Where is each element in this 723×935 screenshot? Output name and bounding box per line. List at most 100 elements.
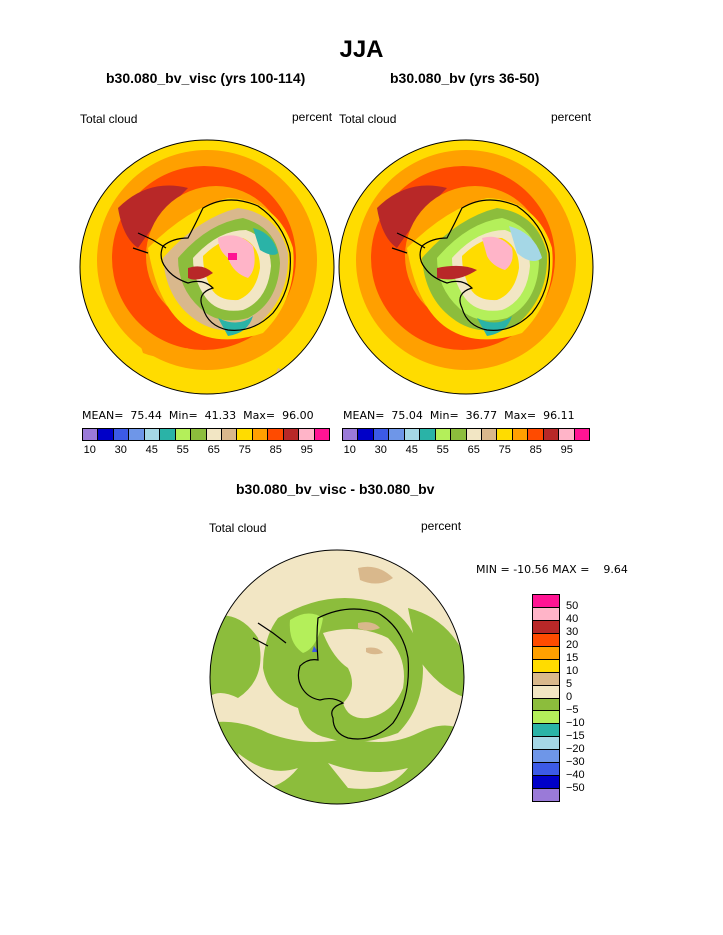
- colorbar-tick-label: 30: [114, 444, 127, 456]
- colorbar-swatch: [129, 429, 145, 440]
- colorbar-tick-label: 45: [405, 444, 418, 456]
- colorbar-swatch: [533, 646, 559, 660]
- colorbar-swatch: [435, 429, 452, 440]
- diff-var-label: Total cloud: [209, 521, 267, 535]
- colorbar-swatch: [160, 429, 176, 440]
- colorbar-swatch: [83, 429, 99, 440]
- colorbar-1: 10 30 45 55 65 75 85 95: [82, 428, 330, 460]
- colorbar-swatch: [533, 711, 559, 725]
- panel-1-units: percent: [292, 110, 333, 124]
- map-border-1: [79, 139, 335, 395]
- colorbar-swatch: [528, 429, 544, 440]
- colorbar-swatch: [533, 737, 559, 751]
- colorbar-swatch: [533, 698, 559, 712]
- map-difference: [209, 549, 465, 805]
- main-title: JJA: [339, 36, 384, 63]
- colorbar-tick-label: 30: [374, 444, 387, 456]
- colorbar-swatch: [113, 429, 130, 440]
- colorbar-swatch: [420, 429, 436, 440]
- cloud-field-2: [339, 140, 593, 394]
- colorbar-tick-label: 20: [566, 639, 579, 651]
- colorbar-swatch: [533, 724, 559, 738]
- panel-2-var-label: Total cloud: [339, 112, 397, 126]
- colorbar-tick-label: −30: [566, 756, 585, 768]
- colorbar-swatch: [358, 429, 374, 440]
- colorbar-tick-label: 30: [566, 626, 579, 638]
- colorbar-swatch: [466, 429, 482, 440]
- diff-min-max: MIN = -10.56 MAX = 9.64: [476, 563, 628, 576]
- colorbar-tick-label: 5: [566, 678, 573, 690]
- coastline-2: [391, 199, 550, 331]
- colorbar-swatch: [533, 620, 559, 634]
- colorbar-swatch: [98, 429, 114, 440]
- colorbar-tick-label: 75: [498, 444, 511, 456]
- panel-2-stats: MEAN= 75.04 Min= 36.77 Max= 96.11: [343, 409, 575, 422]
- map-border-2: [338, 139, 594, 395]
- colorbar-swatch: [237, 429, 253, 440]
- colorbar-swatch: [221, 429, 238, 440]
- colorbar-swatch: [533, 685, 559, 699]
- colorbar-swatch: [206, 429, 222, 440]
- coastline-difference: [252, 608, 410, 740]
- panel-1-stats: MEAN= 75.44 Min= 41.33 Max= 96.00: [82, 409, 314, 422]
- colorbar-swatch: [268, 429, 284, 440]
- colorbar-tick-label: −5: [566, 704, 579, 716]
- colorbar-swatch: [144, 429, 161, 440]
- colorbar-2: 10 30 45 55 65 75 85 95: [342, 428, 590, 460]
- cloud-field-1: [80, 140, 334, 394]
- colorbar-tick-label: 85: [269, 444, 282, 456]
- colorbar-swatch: [533, 776, 559, 790]
- colorbar-tick-label: 55: [176, 444, 189, 456]
- colorbar-swatch: [299, 429, 315, 440]
- colorbar-tick-label: 10: [566, 665, 579, 677]
- colorbar-tick-label: 45: [145, 444, 158, 456]
- colorbar-tick-label: −50: [566, 782, 585, 794]
- colorbar-tick-label: 50: [566, 600, 579, 612]
- colorbar-swatch: [533, 763, 559, 777]
- difference-field: [210, 550, 464, 804]
- colorbar-tick-label: −40: [566, 769, 585, 781]
- colorbar-swatch: [559, 429, 575, 440]
- map-panel-2: [338, 139, 594, 395]
- map-border-difference: [209, 549, 465, 805]
- colorbar-tick-label: 15: [566, 652, 579, 664]
- colorbar-tick-label: 95: [300, 444, 313, 456]
- colorbar-swatch: [512, 429, 529, 440]
- colorbar-swatch: [481, 429, 498, 440]
- colorbar-tick-label: 65: [207, 444, 220, 456]
- colorbar-swatch: [314, 429, 329, 440]
- colorbar-tick-label: 65: [467, 444, 480, 456]
- colorbar-swatch: [191, 429, 207, 440]
- coastline-1: [132, 199, 291, 331]
- colorbar-tick-label: 55: [436, 444, 449, 456]
- colorbar-tick-label: 40: [566, 613, 579, 625]
- colorbar-tick-label: −20: [566, 743, 585, 755]
- colorbar-swatch: [574, 429, 589, 440]
- colorbar-swatch: [533, 633, 559, 647]
- colorbar-swatch: [451, 429, 467, 440]
- colorbar-tick-label: 10: [343, 444, 356, 456]
- colorbar-swatch: [175, 429, 192, 440]
- colorbar-tick-label: −10: [566, 717, 585, 729]
- diff-units: percent: [421, 519, 462, 533]
- colorbar-swatch: [533, 595, 559, 608]
- panel-1-title: b30.080_bv_visc (yrs 100-114): [106, 70, 306, 86]
- panel-2-title: b30.080_bv (yrs 36-50): [390, 70, 540, 86]
- colorbar-tick-label: 0: [566, 691, 573, 703]
- colorbar-tick-label: −15: [566, 730, 585, 742]
- colorbar-tick-label: 85: [529, 444, 542, 456]
- colorbar-swatch: [533, 672, 559, 686]
- colorbar-swatch: [533, 789, 559, 801]
- diff-title: b30.080_bv_visc - b30.080_bv: [236, 481, 435, 497]
- colorbar-swatch: [373, 429, 390, 440]
- colorbar-swatch: [404, 429, 421, 440]
- colorbar-tick-label: 75: [238, 444, 251, 456]
- colorbar-swatch: [497, 429, 513, 440]
- panel-2-units: percent: [551, 110, 592, 124]
- colorbar-swatch: [533, 659, 559, 673]
- colorbar-swatch: [533, 607, 559, 621]
- colorbar-swatch: [283, 429, 300, 440]
- colorbar-swatch: [389, 429, 405, 440]
- colorbar-tick-label: 10: [83, 444, 96, 456]
- colorbar-swatch: [533, 750, 559, 764]
